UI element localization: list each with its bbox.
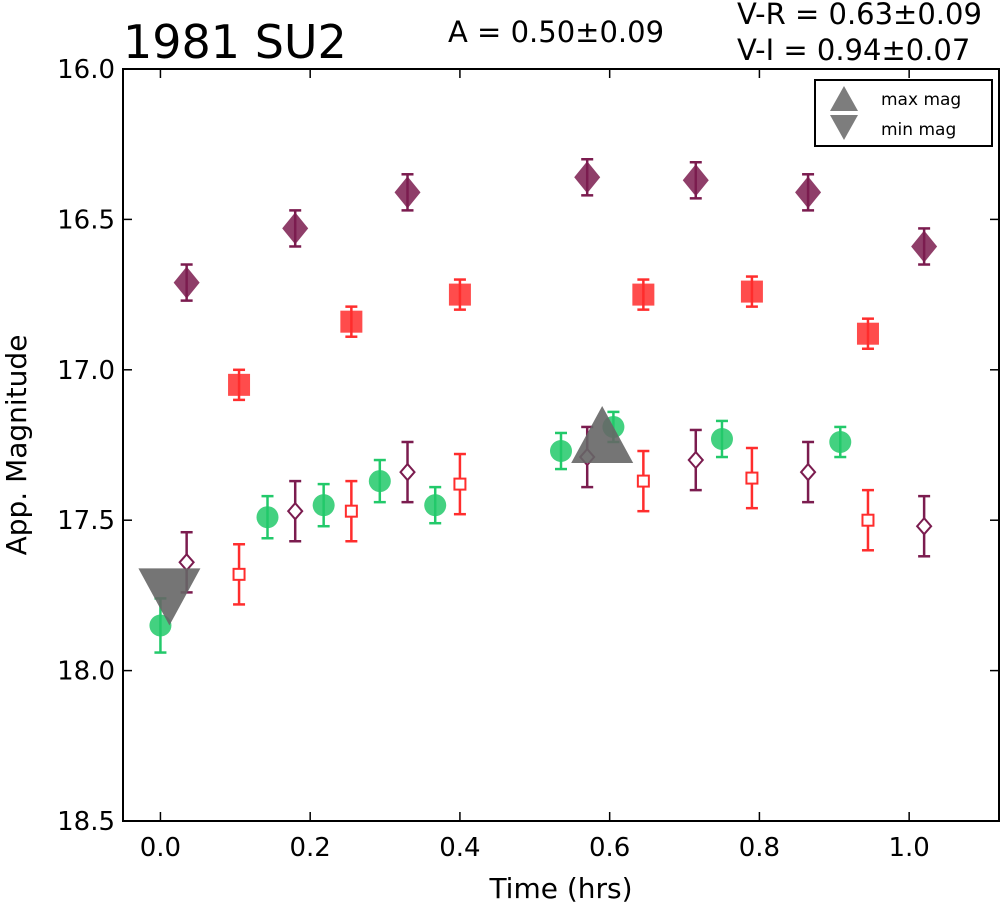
data-point [256,506,279,529]
min-mag-marker [138,568,201,626]
legend-max-mag-label: max mag [881,90,961,110]
data-point [228,373,251,396]
data-point [282,212,309,245]
data-point [632,283,655,306]
series-square-open [232,446,875,606]
data-point [173,266,200,299]
x-tick-label: 0.6 [589,833,630,863]
y-tick-label: 16.0 [57,55,115,85]
data-point [799,462,817,482]
x-tick-label: 1.0 [888,833,929,863]
data-point [344,504,358,518]
data-point [861,513,875,527]
chart-title: 1981 SU2 [123,15,347,69]
data-point [399,462,416,482]
series-diamond-filled [173,157,938,302]
data-point [448,283,471,306]
y-tick-label: 18.5 [57,807,115,837]
plot-frame [122,68,1000,822]
data-point [424,494,447,517]
series-square-filled [228,275,879,402]
legend-max-mag-marker [830,86,858,111]
y-tick-label: 17.5 [57,506,115,536]
data-point [915,516,933,536]
data-point [232,567,246,581]
data-point [795,176,822,209]
y-tick-label: 16.5 [57,205,115,235]
x-axis-label: Time (hrs) [488,872,632,904]
legend-min-mag-label: min mag [881,120,956,140]
data-point [368,470,391,493]
amplitude-annotation: A = 0.50±0.09 [448,15,664,49]
data-point [687,450,705,470]
data-point [829,430,852,453]
y-tick-label: 18.0 [57,657,115,687]
vr-annotation: V-R = 0.63±0.09 [737,0,982,31]
max-mag-marker [571,405,634,463]
data-point [911,230,938,263]
data-point [312,494,335,517]
data-point [856,322,879,345]
data-point [286,501,304,521]
data-point [394,176,421,209]
y-tick-label: 17.0 [57,356,115,386]
x-tick-label: 0.8 [739,833,780,863]
data-point [550,440,572,463]
data-point [710,427,733,450]
data-point [745,471,759,485]
legend: max mag min mag [814,79,993,147]
x-tick-label: 0.2 [289,833,330,863]
data-point [178,552,195,572]
data-point [453,477,467,491]
data-point [636,474,650,488]
data-point [340,310,363,333]
x-tick-label: 0.4 [439,833,480,863]
data-point [682,164,709,197]
plot-area [138,157,938,654]
legend-min-mag-marker [830,115,858,140]
x-tick-label: 0.0 [140,833,181,863]
axis-ticks: 0.0 0.2 0.4 0.6 0.8 1.0 16.0 16.5 17.0 17.5 18.0 18… [57,55,999,863]
data-point [149,614,172,637]
y-axis-label: App. Magnitude [0,335,33,556]
data-point [740,280,763,303]
data-point [574,161,601,194]
vi-annotation: V-I = 0.94±0.07 [737,33,970,67]
